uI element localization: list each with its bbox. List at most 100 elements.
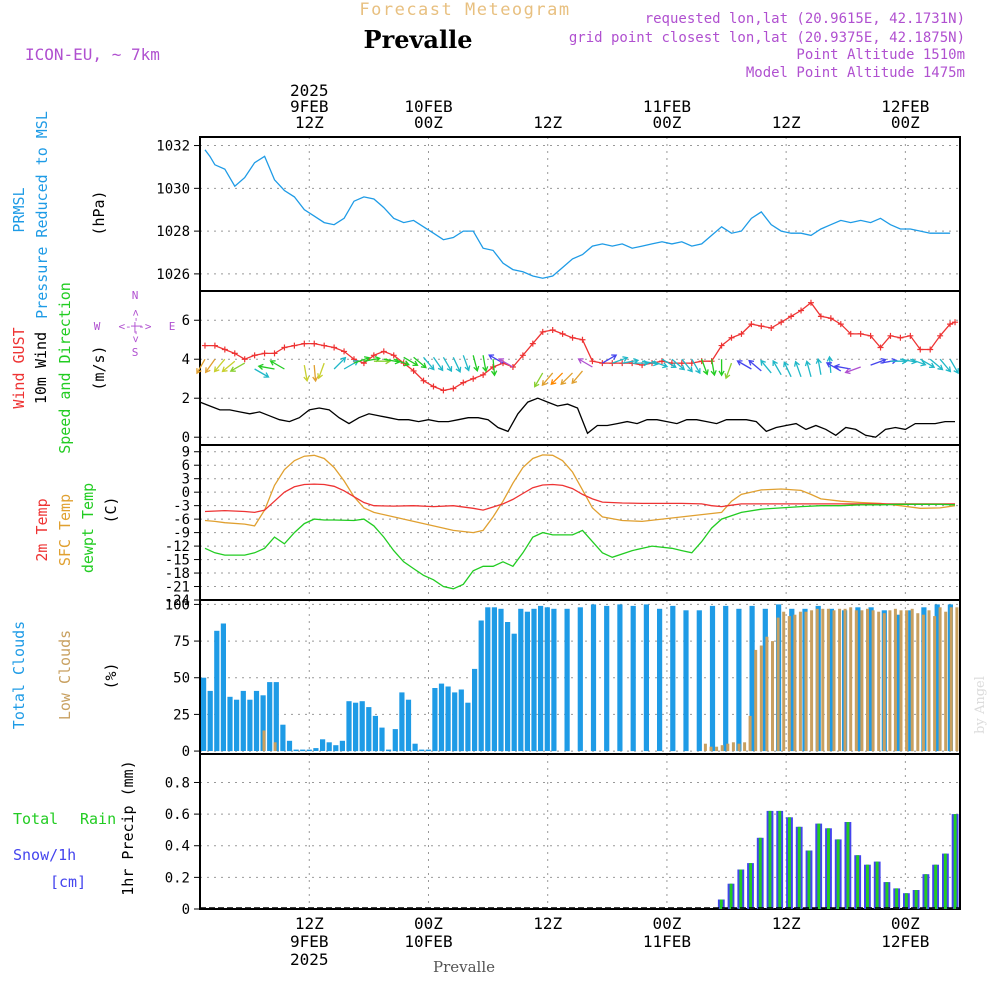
gust-marker: [609, 360, 616, 367]
rain-bar: [739, 869, 743, 909]
precip-frame: [199, 753, 961, 910]
temp-ytick-label: -18: [165, 566, 190, 582]
clouds-ytick-label: 0: [182, 744, 190, 760]
low-cloud-bar: [776, 617, 780, 752]
clouds-panel: 100 75 50 25 0: [165, 597, 961, 760]
total-cloud-bar: [234, 699, 240, 751]
gust-marker: [440, 387, 447, 394]
gust-marker: [549, 326, 556, 333]
wind-arrow: [213, 358, 226, 373]
credit-watermark: by Angel: [973, 676, 988, 734]
wind-arrow: [929, 358, 944, 371]
gust-marker: [390, 352, 397, 359]
gust-marker: [221, 346, 228, 353]
low-cloud-bar: [893, 608, 897, 752]
rain-bar: [934, 864, 938, 909]
gust-marker: [867, 332, 874, 339]
sfc-temp-line: [204, 454, 956, 534]
rain-bar: [895, 888, 899, 909]
wind-arrow: [783, 361, 792, 378]
temp2m-line: [204, 483, 955, 514]
rain-bar: [943, 853, 947, 909]
low-cloud-bar: [810, 610, 814, 752]
compass-west: W: [94, 320, 101, 333]
gust-marker: [788, 313, 795, 320]
total-cloud-bar: [267, 682, 273, 751]
low-cloud-bar: [754, 649, 758, 752]
gust-marker: [837, 321, 844, 328]
temp-unit: (C): [102, 496, 120, 523]
gust-marker: [807, 299, 814, 306]
total-cloud-bar: [260, 695, 266, 751]
gust-marker: [579, 336, 586, 343]
rain-bar: [729, 883, 733, 909]
gust-marker: [947, 321, 954, 328]
total-cloud-bar: [868, 607, 874, 751]
total-cloud-bar: [273, 682, 279, 751]
low-cloud-bar: [821, 608, 825, 752]
total-cloud-bar: [511, 633, 517, 751]
top-time-label: 12Z: [295, 113, 324, 132]
gust-marker: [559, 330, 566, 337]
rain-bar: [719, 899, 723, 909]
low-cloud-bar: [832, 610, 836, 752]
pressure-label-msl: Pressure Reduced to MSL: [33, 111, 51, 319]
gust-marker: [211, 342, 218, 349]
total-cloud-bar: [643, 604, 649, 752]
total-cloud-bar: [828, 608, 834, 752]
sfc-temp-label: SFC Temp: [56, 494, 74, 566]
total-cloud-bar: [379, 727, 385, 752]
total-cloud-bar: [498, 608, 504, 752]
temp-ytick-label: 9: [182, 445, 190, 461]
gust-marker: [768, 325, 775, 332]
wind-arrow: [550, 372, 564, 386]
low-cloud-bar: [815, 608, 819, 752]
total-cloud-bar: [485, 607, 491, 751]
gust-marker: [370, 352, 377, 359]
total-cloud-bar: [445, 686, 451, 751]
gust-marker: [261, 350, 268, 357]
total-cloud-bar: [630, 605, 636, 752]
precip-panel: 0.8 0.6 0.4 0.2 0: [165, 753, 961, 918]
pressure-ytick-label: 1030: [156, 181, 190, 197]
gust-marker: [241, 356, 248, 363]
rain-bar: [885, 882, 889, 909]
top-time-label: 12Z: [533, 113, 562, 132]
total-cloud-bar: [683, 610, 689, 752]
gust-marker: [817, 313, 824, 320]
wind-arrow: [919, 358, 936, 368]
total-cloud-bar: [789, 608, 795, 752]
total-cloud-bar: [505, 622, 511, 752]
low-cloud-bar: [262, 730, 266, 751]
wind-arrow: [910, 358, 927, 367]
low-cloud-bar: [737, 743, 741, 751]
gust-marker: [420, 377, 427, 384]
wind-arrow: [498, 358, 514, 368]
temp-ytick-label: -9: [173, 526, 190, 542]
total-cloud-bar: [240, 690, 246, 751]
gust-marker: [798, 307, 805, 314]
precip-ytick-label: 0.4: [165, 839, 190, 855]
rain-bar: [778, 810, 782, 909]
total-cloud-bar: [894, 614, 901, 752]
total-cloud-bar: [372, 715, 378, 752]
total-cloud-bar: [723, 605, 729, 752]
total-cloud-bar: [696, 610, 702, 752]
temp-ytick-label: -15: [165, 553, 190, 569]
low-cloud-bar: [765, 636, 769, 752]
rain-bar: [866, 864, 869, 909]
total-cloud-bar: [670, 605, 676, 752]
wind-arrow: [577, 358, 593, 368]
low-cloud-bar: [826, 608, 830, 752]
station-title: Prevalle: [364, 25, 473, 54]
total-cloud-bar: [564, 608, 570, 752]
low-cloud-bar: [933, 616, 937, 751]
gust-marker: [251, 352, 258, 359]
top-time-label: 11FEB: [643, 97, 691, 116]
total-cloud-bar: [657, 608, 663, 752]
total-cloud-bar: [399, 692, 405, 752]
gust-marker: [201, 342, 208, 349]
pressure-line: [204, 149, 951, 279]
gust-marker: [539, 328, 546, 335]
